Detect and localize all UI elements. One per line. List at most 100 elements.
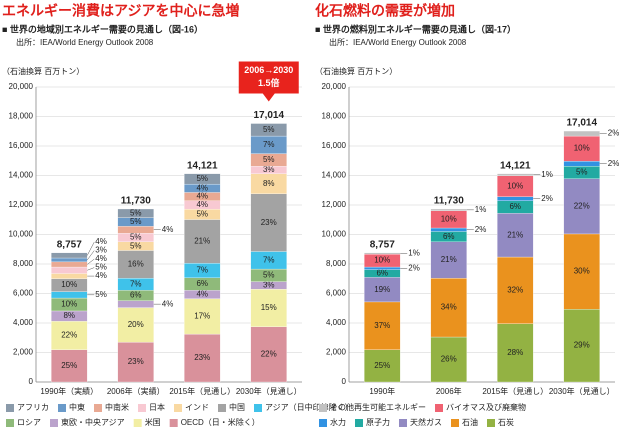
bar-segment <box>250 193 287 252</box>
y-tick-label: 8,000 <box>326 259 347 268</box>
bar-segment <box>497 256 534 324</box>
data-label: 3% <box>263 165 275 174</box>
data-label: 2% <box>608 129 619 138</box>
data-label: 10% <box>574 144 590 153</box>
total-label: 8,757 <box>370 239 395 250</box>
bar-segment <box>563 130 600 137</box>
data-label: 4% <box>95 254 107 263</box>
y-tick-label: 2,000 <box>326 348 347 357</box>
data-label: 8% <box>263 179 275 188</box>
source: 出所：IEA/World Energy Outlook 2008 <box>329 37 467 47</box>
bar-segment <box>250 123 287 137</box>
legend-swatch <box>50 419 58 427</box>
y-tick-label: 10,000 <box>322 230 347 239</box>
data-label: 10% <box>61 280 77 289</box>
data-label: 10% <box>374 256 390 265</box>
legend-swatch <box>133 419 142 427</box>
data-label: 5% <box>196 174 208 183</box>
legend-label: 中東 <box>69 402 85 412</box>
data-label: 5% <box>95 290 107 299</box>
legend-label: その他再生可能エネルギー <box>330 402 426 412</box>
bar-segment <box>250 326 287 383</box>
chart-title: エネルギー消費はアジアを中心に急増 <box>2 3 239 19</box>
annotation-box <box>238 61 299 102</box>
x-tick-label: 2006年 <box>436 386 462 396</box>
y-tick-label: 16,000 <box>9 141 34 150</box>
legend-label: 水力 <box>330 417 346 427</box>
legend-label: 米国 <box>145 417 161 427</box>
data-label: 5% <box>95 263 107 272</box>
total-label: 17,014 <box>253 110 284 121</box>
data-label: 1% <box>408 249 420 258</box>
y-tick-label: 20,000 <box>322 82 347 91</box>
data-label: 3% <box>263 280 275 289</box>
data-label: 6% <box>509 202 521 211</box>
data-label: 25% <box>374 361 390 370</box>
data-label: 6% <box>196 279 208 288</box>
chart: 化石燃料の需要が増加 ■ 世界の燃料別エネルギー需要の見通し（図-17） 出所：IE… <box>315 3 619 427</box>
y-tick-label: 12,000 <box>322 200 347 209</box>
legend-label: 原子力 <box>366 417 390 427</box>
data-label: 5% <box>263 270 275 279</box>
data-label: 21% <box>441 255 457 264</box>
subtitle: ■ 世界の燃料別エネルギー需要の見通し（図-17） <box>315 23 516 34</box>
y-axis-label: （石油換算 百万トン） <box>315 66 397 76</box>
bar-segment <box>430 227 467 232</box>
data-label: 22% <box>261 350 277 359</box>
legend-swatch <box>254 404 262 412</box>
legend-label: インド <box>185 403 209 412</box>
data-label: 10% <box>507 181 523 190</box>
legend-label: 中国 <box>229 402 245 412</box>
bar-segment <box>563 178 600 235</box>
leader-line <box>87 241 95 256</box>
bar-segment <box>184 333 221 383</box>
y-axis-label: （石油換算 百万トン） <box>2 66 84 76</box>
y-tick-label: 14,000 <box>322 171 347 180</box>
y-tick-label: 6,000 <box>326 289 347 298</box>
bar-segment <box>497 196 534 201</box>
data-label: 25% <box>61 361 77 370</box>
legend-label: 石炭 <box>498 418 514 427</box>
legend-label: 石油 <box>462 417 478 427</box>
legend-swatch <box>451 419 459 427</box>
y-tick-label: 16,000 <box>322 141 347 150</box>
bar-segment <box>563 233 600 310</box>
bar-segment <box>117 226 154 234</box>
bar-segment <box>117 208 154 218</box>
data-label: 4% <box>196 290 208 299</box>
data-label: 7% <box>196 266 208 275</box>
data-label: 6% <box>130 291 142 300</box>
subtitle: ■ 世界の地域別エネルギー需要の見通し（図-16） <box>2 23 203 34</box>
legend-swatch <box>355 419 363 427</box>
y-tick-label: 12,000 <box>9 200 34 209</box>
bar-segment <box>51 252 88 259</box>
bar-segment <box>364 266 401 270</box>
data-label: 5% <box>263 155 275 164</box>
legend-label: 東欧・中央アジア <box>61 417 125 427</box>
legend-swatch <box>435 404 443 412</box>
data-label: 4% <box>95 271 107 280</box>
total-label: 14,121 <box>500 160 531 171</box>
data-label: 1% <box>475 205 487 214</box>
x-tick-label: 1990年 <box>369 386 395 396</box>
bar-segment <box>430 336 467 383</box>
data-label: 1% <box>541 170 553 179</box>
data-label: 4% <box>196 183 208 192</box>
bar-segment <box>184 219 221 264</box>
legend-label: アフリカ <box>17 403 49 412</box>
y-tick-label: 14,000 <box>9 171 34 180</box>
data-label: 28% <box>507 348 523 357</box>
data-label: 29% <box>574 341 590 350</box>
data-label: 5% <box>130 233 142 242</box>
y-tick-label: 18,000 <box>9 112 34 121</box>
legend-swatch <box>94 404 102 412</box>
data-label: 20% <box>128 320 144 329</box>
x-tick-label: 2015年（見通し） <box>482 386 548 396</box>
bar-segment <box>563 161 600 167</box>
legend-swatch <box>319 419 327 427</box>
bar-segment <box>117 250 154 279</box>
x-tick-label: 2006年（実績） <box>107 386 165 396</box>
data-label: 19% <box>374 285 390 294</box>
y-tick-label: 10,000 <box>9 230 34 239</box>
legend-swatch <box>58 404 66 412</box>
